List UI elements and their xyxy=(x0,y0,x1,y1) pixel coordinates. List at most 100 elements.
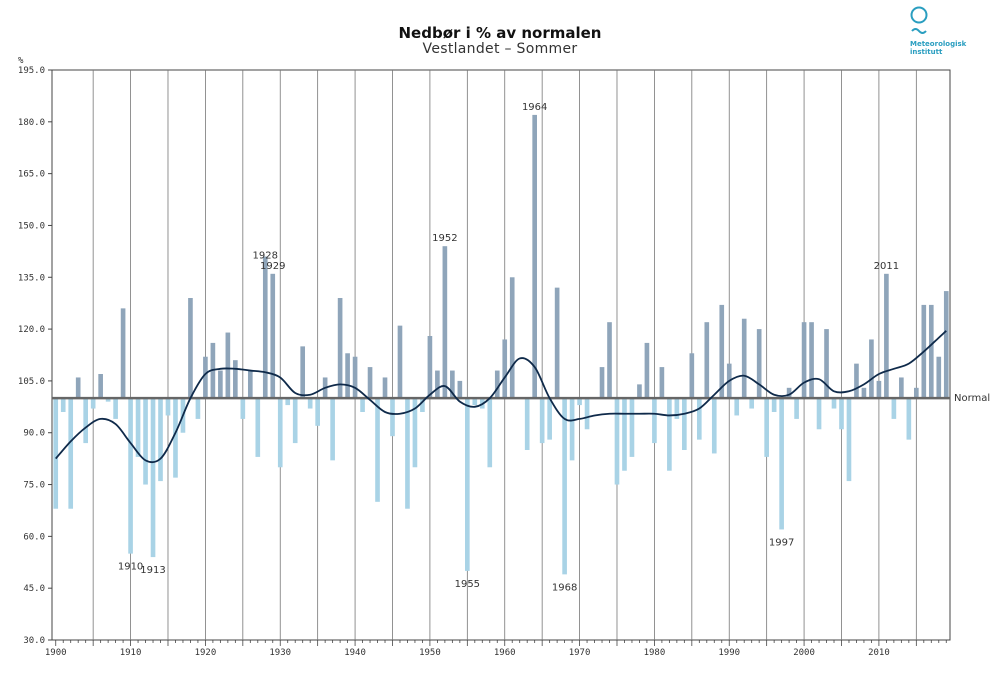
bar-1976 xyxy=(622,398,627,471)
bar-1915 xyxy=(165,398,171,416)
bar-1974 xyxy=(607,322,612,399)
x-tick-label: 1980 xyxy=(644,648,666,658)
bar-1973 xyxy=(599,367,605,399)
bar-2007 xyxy=(854,363,859,399)
y-tick-label: 45.0 xyxy=(23,584,45,594)
bar-2001 xyxy=(809,322,814,399)
axis-layer: 195.0 180.0 165.0 150.0 135.0 120.0 105.0 90.0 7… xyxy=(18,66,947,658)
bar-1919 xyxy=(195,398,201,419)
year-annotation-1928: 1928 xyxy=(253,251,278,262)
bar-1941 xyxy=(360,398,365,412)
bar-1959 xyxy=(494,370,500,399)
bar-1948 xyxy=(412,398,418,468)
x-tick-label: 1910 xyxy=(120,648,142,658)
bar-1937 xyxy=(330,398,335,461)
bar-1944 xyxy=(382,377,388,399)
bar-1989 xyxy=(719,304,725,399)
bar-1907 xyxy=(105,398,111,402)
bar-1969 xyxy=(569,398,575,461)
bar-1970 xyxy=(577,398,582,406)
x-tick-label: 2000 xyxy=(793,648,815,658)
bar-1986 xyxy=(696,398,702,440)
bar-2003 xyxy=(824,329,829,399)
bar-1902 xyxy=(68,398,74,509)
bar-1980 xyxy=(652,398,657,444)
x-tick-label: 1960 xyxy=(494,648,516,658)
bar-2012 xyxy=(891,398,897,419)
bar-2009 xyxy=(869,339,874,399)
bar-1912 xyxy=(143,398,148,485)
bar-1958 xyxy=(487,398,493,468)
bar-1991 xyxy=(734,398,740,416)
bar-1922 xyxy=(218,370,223,399)
bar-1933 xyxy=(300,346,306,399)
bar-1952 xyxy=(442,246,448,399)
met-logo-icon xyxy=(910,6,928,34)
bar-1963 xyxy=(524,398,530,450)
year-annotation-1952: 1952 xyxy=(432,233,457,244)
normal-baseline-label: Normal xyxy=(954,393,990,404)
bar-1971 xyxy=(584,398,590,430)
year-annotation-1913: 1913 xyxy=(140,565,165,576)
bar-1984 xyxy=(682,398,687,450)
bar-1982 xyxy=(667,398,672,471)
y-tick-label: 120.0 xyxy=(18,325,45,335)
bar-1945 xyxy=(390,398,395,437)
y-tick-label: 90.0 xyxy=(23,429,45,439)
bar-1929 xyxy=(270,273,276,399)
bar-1910 xyxy=(128,398,133,554)
bar-1961 xyxy=(509,277,515,399)
y-tick-label: 165.0 xyxy=(18,170,45,180)
bar-1904 xyxy=(83,398,88,444)
bar-2015 xyxy=(914,387,919,399)
bar-1993 xyxy=(749,398,755,409)
trend-line xyxy=(55,330,947,464)
year-annotation-1964: 1964 xyxy=(522,102,547,113)
bar-1916 xyxy=(173,398,178,478)
bar-1911 xyxy=(135,398,141,457)
bar-1928 xyxy=(262,256,268,399)
bar-2006 xyxy=(846,398,852,482)
year-annotation-1968: 1968 xyxy=(552,582,577,593)
bar-1942 xyxy=(367,367,373,399)
y-tick-label: 135.0 xyxy=(18,273,45,283)
bar-1946 xyxy=(397,325,403,399)
y-tick-label: 150.0 xyxy=(18,221,45,231)
bar-1908 xyxy=(113,398,118,419)
year-annotation-1997: 1997 xyxy=(769,537,794,548)
bar-1985 xyxy=(689,353,695,399)
x-tick-label: 2010 xyxy=(868,648,890,658)
plot-frame xyxy=(51,69,951,641)
grid-layer xyxy=(51,69,951,641)
bar-2011 xyxy=(884,273,889,399)
bar-1968 xyxy=(562,398,567,575)
bar-1920 xyxy=(203,356,208,399)
year-annotation-1955: 1955 xyxy=(455,579,480,590)
bar-2014 xyxy=(906,398,912,440)
y-tick-label: 180.0 xyxy=(18,118,45,128)
bar-1994 xyxy=(756,329,762,399)
bar-1909 xyxy=(120,308,126,399)
bar-1949 xyxy=(420,398,425,412)
bar-1954 xyxy=(457,380,463,399)
bar-1955 xyxy=(465,398,470,571)
bar-1987 xyxy=(704,322,710,399)
x-tick-label: 1920 xyxy=(195,648,217,658)
bar-1966 xyxy=(547,398,552,440)
bar-1995 xyxy=(764,398,769,457)
logo-line-2: institutt xyxy=(910,48,943,56)
y-tick-label: 30.0 xyxy=(23,636,45,646)
x-tick-label: 1930 xyxy=(269,648,291,658)
bar-1977 xyxy=(629,398,635,457)
bar-1927 xyxy=(255,398,261,457)
bar-2018 xyxy=(936,356,942,399)
bar-1964 xyxy=(532,114,537,399)
bar-1925 xyxy=(240,398,246,419)
bar-2002 xyxy=(816,398,822,430)
y-tick-label: 60.0 xyxy=(23,532,45,542)
bar-2013 xyxy=(899,377,904,399)
bar-1913 xyxy=(150,398,156,558)
bar-2017 xyxy=(928,304,934,399)
